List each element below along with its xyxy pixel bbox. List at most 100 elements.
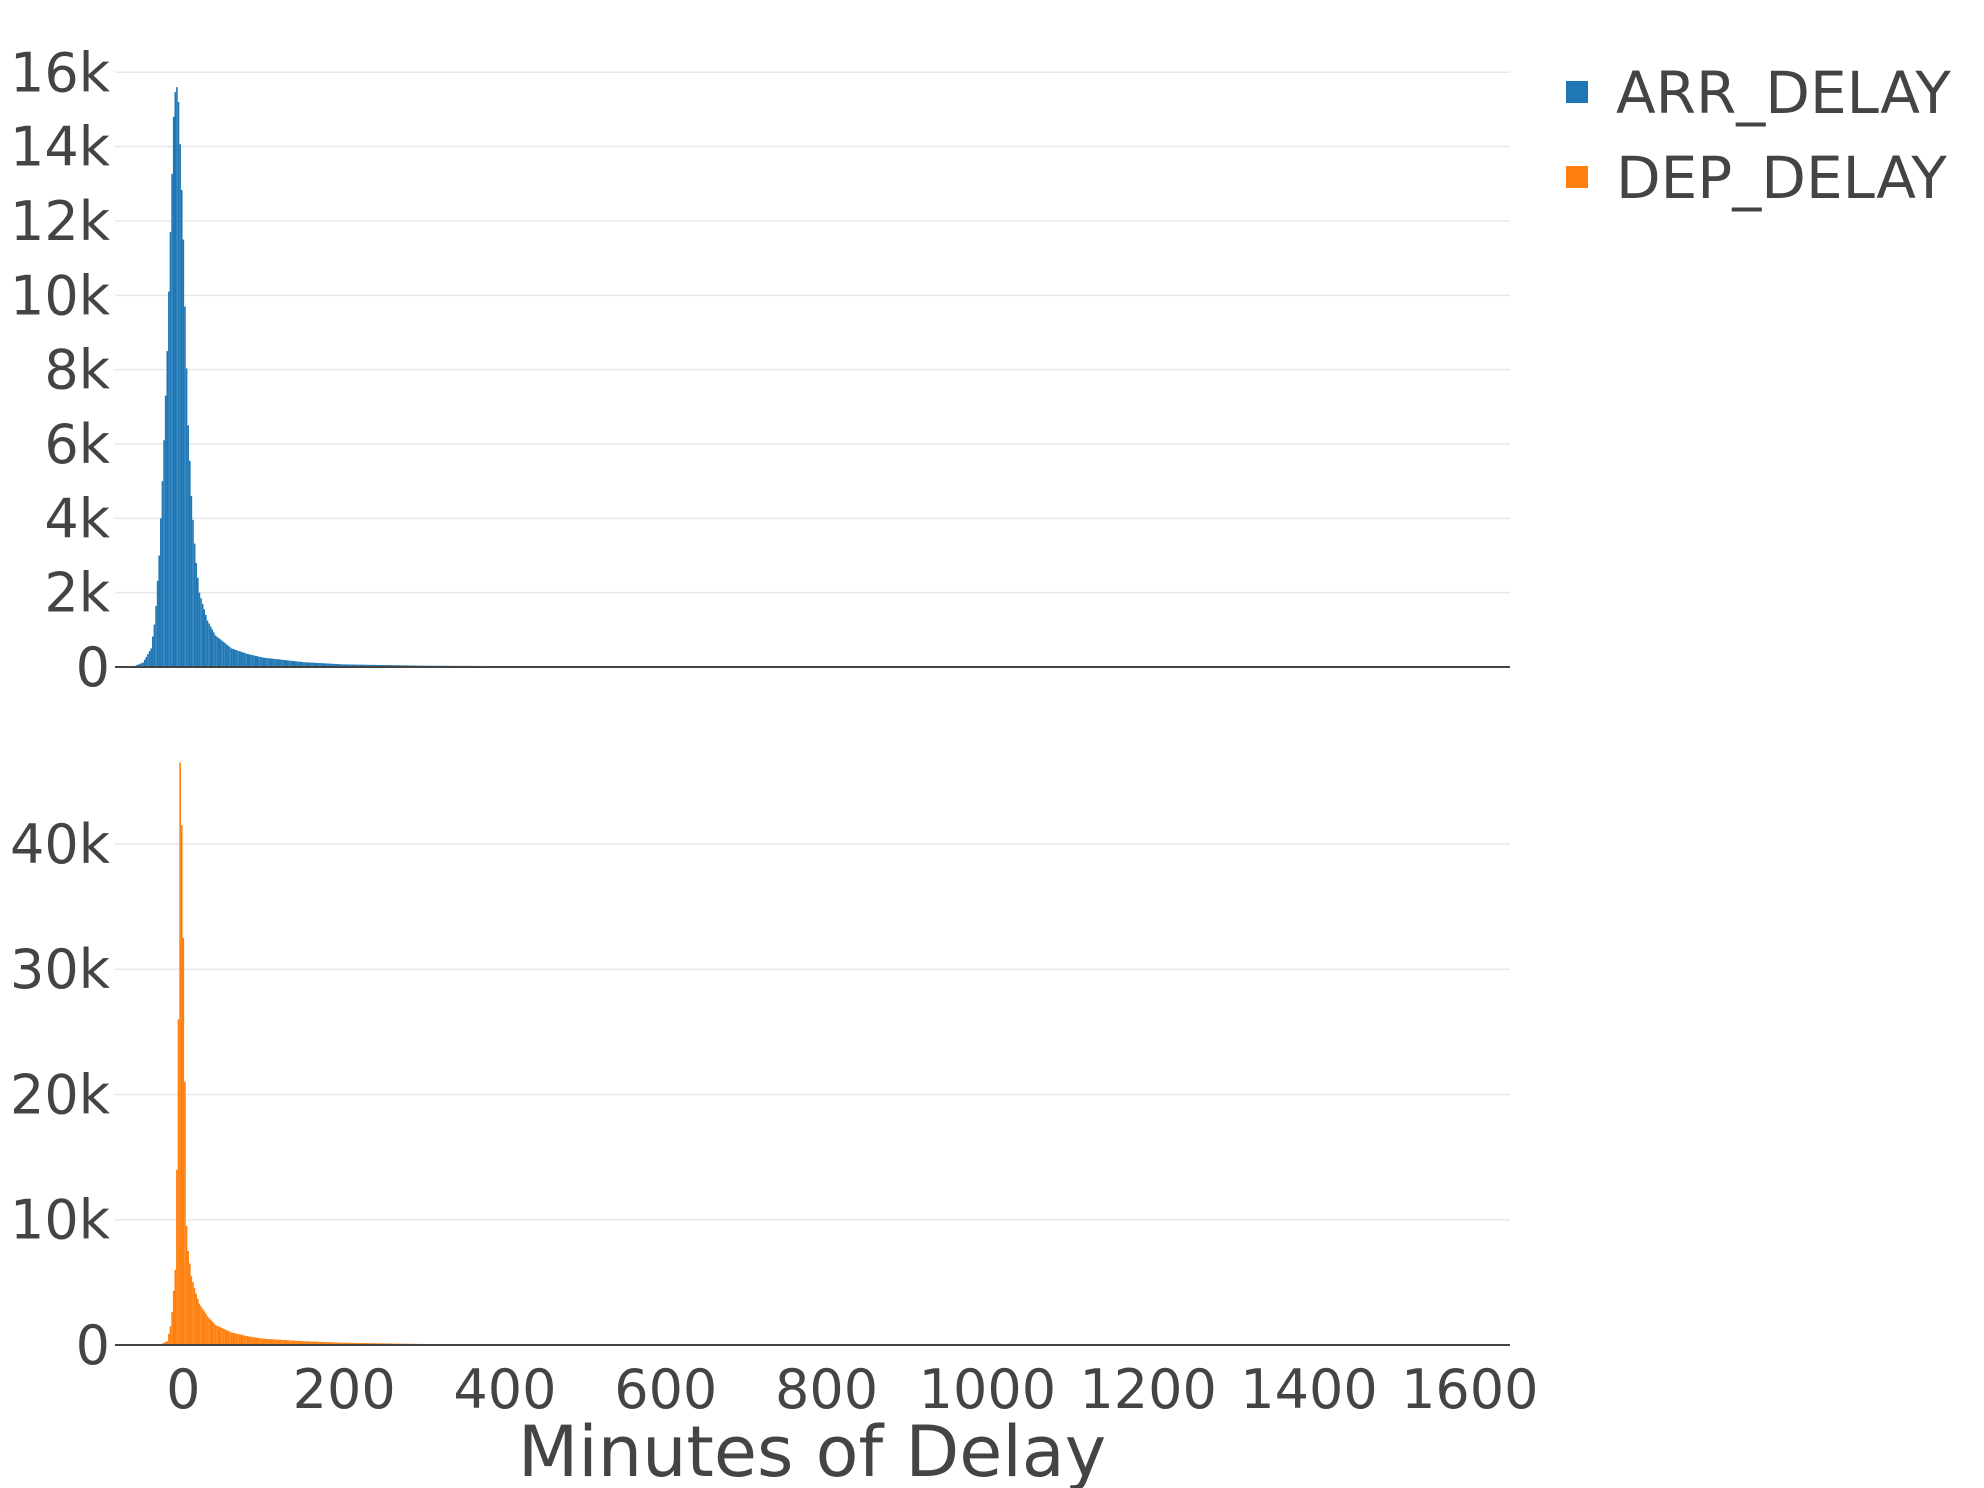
arr-delay-bar — [275, 659, 278, 667]
legend-swatch-arr-delay — [1566, 81, 1588, 103]
dep-delay-bar — [327, 1342, 329, 1345]
arr-delay-bar — [380, 664, 382, 667]
dep-delay-bar — [272, 1339, 275, 1345]
arr-delay-bar — [280, 659, 283, 667]
arr-delay-bar — [282, 659, 284, 667]
arr-delay-bar — [198, 592, 201, 667]
arr-delay-bar — [367, 664, 370, 667]
dep-delay-bar — [344, 1342, 347, 1345]
dep-delay-bar — [209, 1319, 212, 1345]
arr-delay-bar — [306, 662, 308, 667]
arr-delay-bar — [285, 660, 288, 667]
dep-delay-bar — [348, 1342, 350, 1345]
dep-delay-bar — [303, 1341, 305, 1345]
arr-delay-bar — [246, 653, 249, 667]
arr-delay-bar — [320, 663, 323, 667]
arr-delay-bar — [298, 661, 300, 667]
dep-delay-bar — [259, 1338, 262, 1345]
arr-delay-bar — [258, 656, 260, 667]
dep-delay-bar — [195, 1293, 198, 1345]
dep-delay-bar — [275, 1339, 278, 1345]
dep-delay-bar — [288, 1340, 291, 1345]
dep-delay-bar — [203, 1311, 206, 1345]
dep-delay-bar — [214, 1324, 217, 1345]
arr-delay-bar — [303, 662, 305, 667]
dep-delay-panel: 0 10k 20k 30k 40k — [10, 762, 1510, 1377]
dep-delay-bar — [217, 1326, 220, 1345]
dep-delay-bar — [256, 1337, 259, 1345]
arr-delay-bar — [237, 650, 239, 667]
arr-delay-y-tick-label: 8k — [44, 339, 110, 402]
arr-delay-bar — [375, 664, 378, 667]
arr-delay-bar — [148, 651, 151, 667]
dep-delay-bar — [349, 1342, 352, 1345]
dep-delay-bars — [115, 762, 1510, 1346]
dep-delay-bar — [219, 1327, 222, 1345]
arr-delay-bar — [142, 662, 144, 667]
arr-delay-bar — [272, 658, 275, 667]
arr-delay-bar — [269, 658, 271, 667]
dep-delay-bar — [266, 1338, 268, 1345]
arr-delay-bar — [140, 663, 143, 667]
dep-delay-y-tick-label: 40k — [10, 813, 111, 876]
arr-delay-bar — [214, 635, 217, 667]
arr-delay-bar — [163, 440, 165, 667]
arr-delay-bar — [357, 664, 360, 667]
dep-delay-bar — [282, 1339, 284, 1345]
arr-delay-bar — [219, 639, 222, 667]
arr-delay-bar — [344, 664, 347, 667]
x-tick-label: 400 — [453, 1358, 556, 1421]
dep-delay-bar — [238, 1334, 241, 1345]
arr-delay-bar — [343, 664, 345, 667]
dep-delay-bar — [279, 1339, 281, 1345]
dep-delay-bar — [293, 1340, 296, 1345]
arr-delay-bar — [287, 660, 289, 667]
arr-delay-bar — [322, 663, 325, 667]
arr-delay-bar — [333, 663, 336, 667]
dep-delay-bar — [205, 1313, 207, 1345]
dep-delay-bar — [298, 1340, 300, 1345]
arr-delay-bar — [335, 663, 337, 667]
dep-delay-bar — [262, 1338, 265, 1345]
arr-delay-bar — [296, 661, 299, 667]
legend-item-dep-delay[interactable]: DEP_DELAY — [1566, 144, 1947, 212]
dep-delay-bar — [206, 1316, 209, 1345]
dep-delay-bar — [168, 1333, 170, 1345]
dep-delay-y-tick-label: 30k — [10, 938, 111, 1001]
dep-delay-bar — [201, 1308, 204, 1345]
dep-delay-bar — [176, 1169, 178, 1345]
dep-delay-bar — [280, 1339, 283, 1345]
dep-delay-bar — [325, 1342, 328, 1345]
arr-delay-bar — [177, 102, 180, 668]
arr-delay-bar — [232, 648, 234, 667]
dep-delay-gridlines — [115, 843, 1510, 1221]
arr-delay-bar — [364, 664, 366, 667]
arr-delay-bar — [201, 603, 204, 667]
arr-delay-bar — [264, 657, 267, 667]
dep-delay-bar — [314, 1341, 317, 1345]
dep-delay-bar — [299, 1341, 302, 1345]
dep-delay-bar — [184, 1081, 186, 1345]
dep-delay-bar — [269, 1339, 271, 1345]
dep-delay-bar — [164, 1341, 167, 1345]
arr-delay-bar — [168, 291, 170, 667]
arr-delay-bar — [362, 664, 365, 667]
legend-item-arr-delay[interactable]: ARR_DELAY — [1566, 59, 1951, 127]
legend[interactable]: ARR_DELAY DEP_DELAY — [1566, 59, 1951, 212]
arr-delay-bar — [346, 664, 349, 667]
dep-delay-bar — [340, 1342, 342, 1345]
dep-delay-bar — [225, 1330, 228, 1345]
x-axis-title: Minutes of Delay — [518, 1411, 1106, 1488]
dep-delay-bar — [311, 1341, 313, 1345]
arr-delay-bar — [312, 662, 315, 667]
dep-delay-bar — [243, 1335, 246, 1345]
dep-delay-bar — [192, 1282, 194, 1345]
x-axis-ticks: 0 200 400 600 800 1000 1200 1400 1600 — [166, 1358, 1538, 1421]
arr-delay-bar — [208, 623, 210, 667]
arr-delay-bar — [279, 659, 281, 667]
dep-delay-bar — [264, 1338, 267, 1345]
arr-delay-bar — [213, 632, 215, 667]
arr-delay-bar — [340, 664, 342, 667]
dep-delay-bar — [335, 1342, 337, 1345]
arr-delay-bar — [139, 663, 141, 667]
